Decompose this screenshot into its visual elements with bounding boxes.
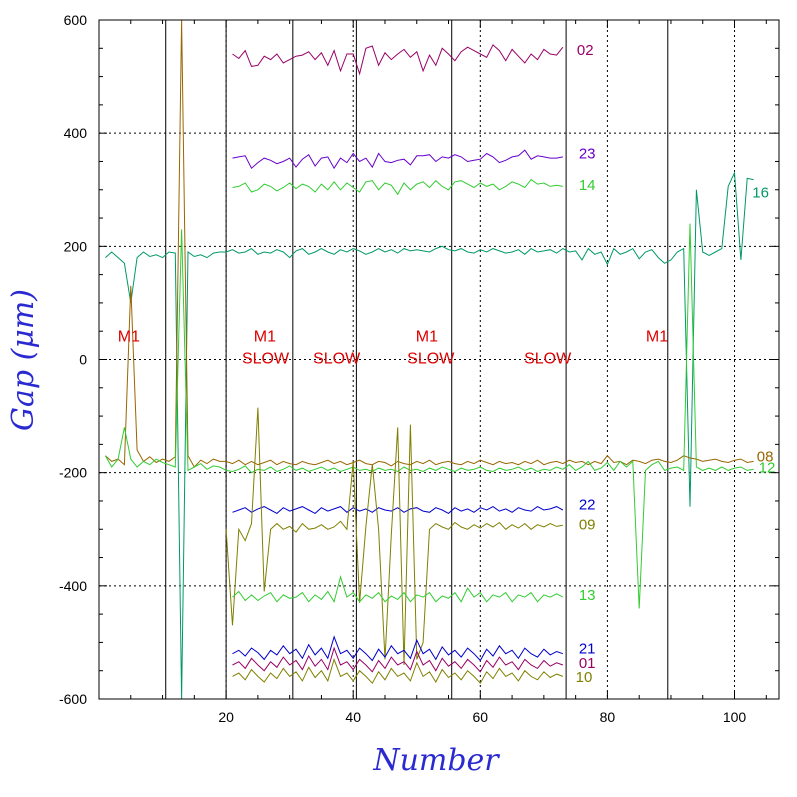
- y-tick-label: 0: [79, 352, 87, 368]
- y-tick-label: 600: [64, 12, 88, 28]
- axis-ticks: 20 40 60 80 100 -600 -400 -200 0 200 400 600: [59, 12, 779, 725]
- annotation-m1: M1: [646, 328, 668, 345]
- annotation-slow: SLOW: [407, 350, 455, 367]
- series-line-12: [104, 223, 754, 609]
- series-label-09: 09: [579, 516, 596, 533]
- x-tick-label: 20: [218, 709, 234, 725]
- series-label-23: 23: [579, 146, 596, 163]
- y-tick-label: 400: [64, 125, 88, 141]
- annotation-m1: M1: [118, 328, 140, 345]
- series-lines: [104, 20, 754, 699]
- x-axis-title: Number: [372, 743, 500, 778]
- series-line-16: [105, 170, 754, 699]
- series-line-13: [232, 574, 564, 603]
- annotation-slow: SLOW: [313, 350, 361, 367]
- annotations: M1 M1 SLOW SLOW M1 SLOW SLOW M1: [118, 328, 668, 367]
- series-line-10: [232, 657, 564, 685]
- segment-separators: [165, 20, 669, 699]
- series-line-02: [232, 44, 564, 76]
- annotation-slow: SLOW: [242, 350, 290, 367]
- annotation-slow: SLOW: [524, 350, 572, 367]
- series-line-08: [105, 20, 754, 468]
- series-label-22: 22: [579, 496, 596, 513]
- y-tick-label: -600: [59, 691, 87, 707]
- series-label-02: 02: [577, 42, 594, 59]
- x-tick-label: 60: [473, 709, 489, 725]
- annotation-m1: M1: [254, 328, 276, 345]
- y-tick-label: 200: [64, 238, 88, 254]
- series-label-16: 16: [752, 185, 769, 202]
- series-label-12: 12: [759, 460, 776, 477]
- series-line-22: [232, 506, 564, 515]
- series-label-01: 01: [579, 655, 596, 672]
- series-line-01: [232, 646, 564, 673]
- series-label-14: 14: [579, 177, 596, 194]
- x-tick-label: 100: [723, 709, 747, 725]
- series-label-08: 08: [757, 448, 774, 465]
- y-tick-label: -200: [59, 465, 87, 481]
- series-line-21: [232, 635, 564, 662]
- y-tick-label: -400: [59, 578, 87, 594]
- series-line-14: [232, 178, 563, 196]
- y-axis-title: Gap (μm): [6, 289, 41, 431]
- series-label-13: 13: [579, 587, 596, 604]
- annotation-m1: M1: [416, 328, 438, 345]
- x-tick-label: 80: [600, 709, 616, 725]
- series-line-09: [225, 407, 563, 666]
- series-line-23: [232, 149, 563, 170]
- series-label-10: 10: [576, 669, 593, 686]
- series-label-21: 21: [579, 641, 596, 658]
- x-tick-label: 40: [345, 709, 361, 725]
